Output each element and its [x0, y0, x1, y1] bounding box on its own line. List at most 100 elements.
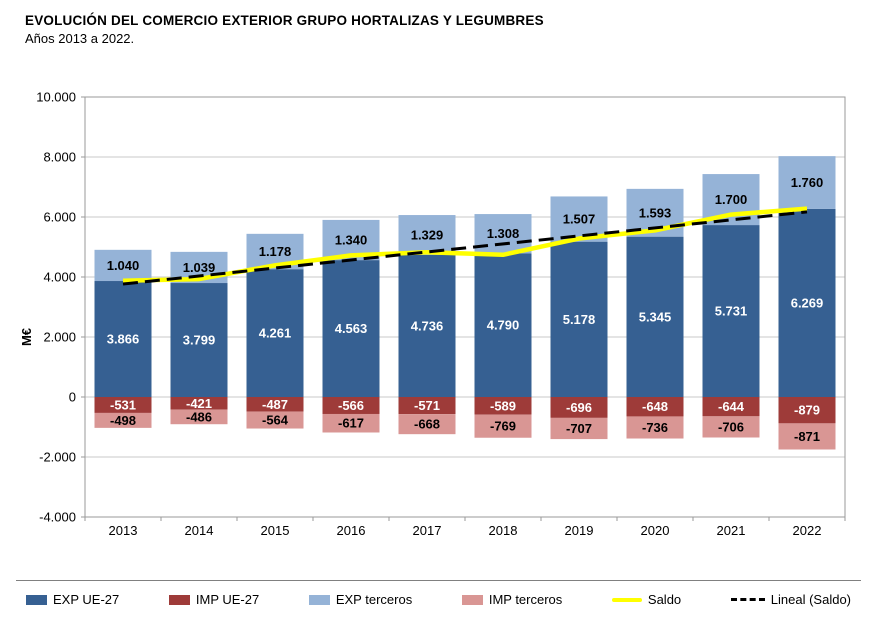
x-tick-label: 2018: [489, 523, 518, 538]
bar-value-label: 6.269: [791, 295, 824, 310]
bar-exp-ue-27-2015: [246, 269, 304, 397]
x-tick-label: 2019: [565, 523, 594, 538]
bar-value-label: 1.040: [107, 258, 140, 273]
bar-exp-ue-27-2020: [626, 236, 684, 397]
bar-value-label: 4.736: [411, 318, 444, 333]
bar-value-label: -879: [794, 403, 820, 418]
bar-value-label: -696: [566, 400, 592, 415]
bar-exp-ue-27-2017: [398, 254, 456, 397]
bar-value-label: -531: [110, 397, 136, 412]
chart-plot-area: 10.000 8.000 6.000 4.000 2.000 0 -2.000 -4.000 2…: [19, 90, 846, 538]
legend-item-exp-terceros: EXP terceros: [308, 592, 413, 607]
bar-imp-terceros-2018: [474, 414, 532, 438]
bar-exp-ue-27-2014: [170, 283, 228, 397]
bar-exp-ue-27-2016: [322, 260, 380, 397]
bar-value-label: -566: [338, 398, 364, 413]
bar-imp-ue-27-2019: [550, 397, 608, 418]
y-tick-label: 2.000: [43, 330, 76, 345]
chart-title: EVOLUCIÓN DEL COMERCIO EXTERIOR GRUPO HO…: [25, 13, 544, 28]
bar-exp-ue-27-2013: [94, 281, 152, 397]
bar-value-label: 1.039: [183, 260, 216, 275]
y-tick-label: 0: [69, 390, 76, 405]
bar-value-label: 3.866: [107, 332, 140, 347]
bar-imp-ue-27-2018: [474, 397, 532, 415]
bar-value-label: 5.345: [639, 309, 672, 324]
bar-imp-ue-27-2014: [170, 397, 228, 410]
bar-exp-terceros-2017: [398, 215, 456, 255]
x-tick-label: 2017: [413, 523, 442, 538]
legend-swatch-exp-ue-27: [26, 594, 47, 605]
bar-imp-ue-27-2020: [626, 397, 684, 417]
bar-value-label: -617: [338, 416, 364, 431]
bar-value-label: -668: [414, 417, 440, 432]
series-exp-ue-27: [94, 208, 836, 397]
legend-item-imp-terceros: IMP terceros: [461, 592, 562, 607]
x-tick-label: 2015: [261, 523, 290, 538]
bar-imp-terceros-2017: [398, 414, 456, 435]
legend-item-exp-ue-27: EXP UE-27: [26, 592, 119, 607]
bar-value-label: -571: [414, 398, 440, 413]
legend-label: EXP terceros: [335, 592, 413, 607]
x-tick-label: 2022: [793, 523, 822, 538]
bar-value-label: -487: [262, 397, 288, 412]
bar-value-label: 1.700: [715, 192, 748, 207]
bar-value-label: 1.593: [639, 205, 672, 220]
x-tick-label: 2013: [109, 523, 138, 538]
bar-imp-ue-27-2021: [702, 397, 760, 417]
y-tick-label: 10.000: [36, 90, 76, 105]
bar-value-label: -769: [490, 419, 516, 434]
bar-imp-ue-27-2016: [322, 397, 380, 414]
legend-item-imp-ue-27: IMP UE-27: [168, 592, 259, 607]
y-tick-label: 4.000: [43, 270, 76, 285]
bar-imp-terceros-2021: [702, 416, 760, 438]
x-tick-label: 2014: [185, 523, 214, 538]
bar-imp-terceros-2015: [246, 411, 304, 429]
bar-imp-ue-27-2017: [398, 397, 456, 415]
bar-value-label: -707: [566, 421, 592, 436]
bar-imp-terceros-2014: [170, 409, 228, 425]
legend-swatch-imp-ue-27: [168, 594, 190, 605]
bar-value-label: 1.178: [259, 244, 292, 259]
bar-exp-ue-27-2021: [702, 225, 760, 397]
bar-value-label: -706: [718, 419, 744, 434]
bar-value-label: -871: [794, 429, 820, 444]
bar-value-label: -564: [262, 413, 289, 428]
y-tick-label: -4.000: [39, 510, 76, 525]
bar-exp-ue-27-2019: [550, 241, 608, 397]
x-tick-label: 2016: [337, 523, 366, 538]
legend-label: Saldo: [647, 592, 682, 607]
x-tick-label: 2020: [641, 523, 670, 538]
bar-exp-terceros-2022: [778, 156, 836, 209]
axes: 10.000 8.000 6.000 4.000 2.000 0 -2.000 -4.000 2…: [36, 90, 846, 538]
legend: EXP UE-27 IMP UE-27 EXP terceros IMP tercer…: [16, 580, 861, 607]
legend-label: EXP UE-27: [53, 592, 120, 607]
bar-exp-ue-27-2018: [474, 253, 532, 397]
y-axis-title: M€: [19, 328, 34, 346]
bar-value-label: 1.760: [791, 175, 824, 190]
bar-value-labels: 3.866 3.799 4.261 4.563 4.736 4.790 5.178 5.345…: [107, 175, 824, 444]
bar-imp-terceros-2020: [626, 416, 684, 439]
legend-swatch-saldo: [611, 597, 642, 602]
bar-value-label: 4.261: [259, 326, 292, 341]
bar-imp-terceros-2013: [94, 412, 152, 428]
bar-value-label: 5.731: [715, 304, 748, 319]
legend-swatch-imp-terceros: [461, 594, 483, 605]
y-tick-label: -2.000: [39, 450, 76, 465]
bar-imp-terceros-2019: [550, 417, 608, 440]
legend-swatch-exp-terceros: [308, 594, 330, 605]
bar-value-label: -644: [718, 399, 745, 414]
y-tick-label: 6.000: [43, 210, 76, 225]
bar-value-label: 3.799: [183, 333, 216, 348]
legend-swatch-lineal-saldo: [730, 598, 765, 601]
bar-value-label: 1.340: [335, 233, 368, 248]
legend-item-saldo: Saldo: [611, 592, 682, 607]
x-tick-label: 2021: [717, 523, 746, 538]
bar-imp-ue-27-2015: [246, 397, 304, 412]
bar-value-label: -648: [642, 399, 668, 414]
bar-exp-terceros-2013: [94, 249, 152, 282]
series-imp-ue-27: [94, 397, 836, 424]
chart-subtitle: Años 2013 a 2022.: [25, 31, 135, 46]
bar-exp-terceros-2019: [550, 196, 608, 242]
bar-value-label: 5.178: [563, 312, 596, 327]
